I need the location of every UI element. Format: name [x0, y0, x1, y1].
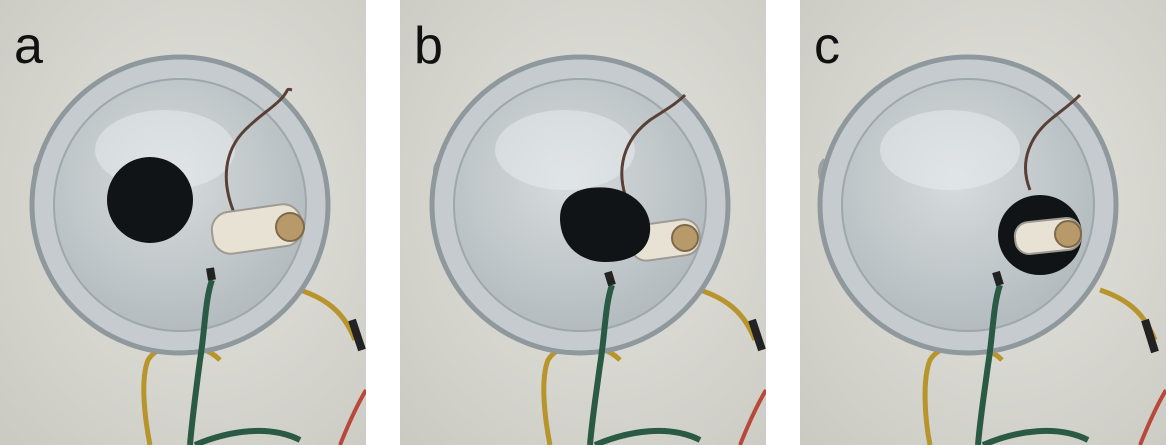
red-wire — [1138, 388, 1166, 445]
green-wire-clip — [992, 270, 1004, 287]
black-disk — [107, 157, 193, 243]
green-wire — [975, 284, 1003, 445]
yellow-wire-right — [699, 287, 758, 341]
yellow-wire-right — [299, 287, 358, 341]
black-disk — [560, 187, 651, 262]
glass-reflection — [495, 110, 635, 190]
photo-panel-a: a — [0, 0, 366, 445]
beaker-photo-c — [800, 0, 1166, 445]
green-wire-clip — [604, 270, 616, 287]
green-wire — [187, 279, 215, 445]
green-wire-bottom — [981, 428, 1090, 445]
beaker-photo-a — [0, 0, 366, 445]
electrode-tip — [275, 212, 305, 242]
green-wire — [587, 284, 615, 445]
copper-lead — [620, 93, 687, 196]
electrode-tip — [671, 224, 699, 252]
photo-panel-c: c — [800, 0, 1166, 445]
black-clip — [1141, 318, 1159, 354]
green-wire-bottom — [193, 428, 302, 445]
beaker-photo-b — [400, 0, 766, 445]
red-wire — [338, 388, 366, 445]
glass-reflection — [880, 110, 1020, 190]
black-clip — [748, 318, 766, 352]
copper-lead — [1024, 93, 1082, 191]
electrode-tip — [1054, 220, 1082, 248]
photo-panel-b: b — [400, 0, 766, 445]
panel-label: b — [414, 17, 443, 75]
green-wire-bottom — [593, 428, 702, 445]
black-clip — [348, 318, 366, 352]
red-wire — [738, 388, 766, 445]
panel-label: c — [814, 17, 840, 75]
green-wire-clip — [206, 267, 216, 281]
copper-lead — [224, 87, 293, 216]
panel-label: a — [14, 17, 43, 75]
